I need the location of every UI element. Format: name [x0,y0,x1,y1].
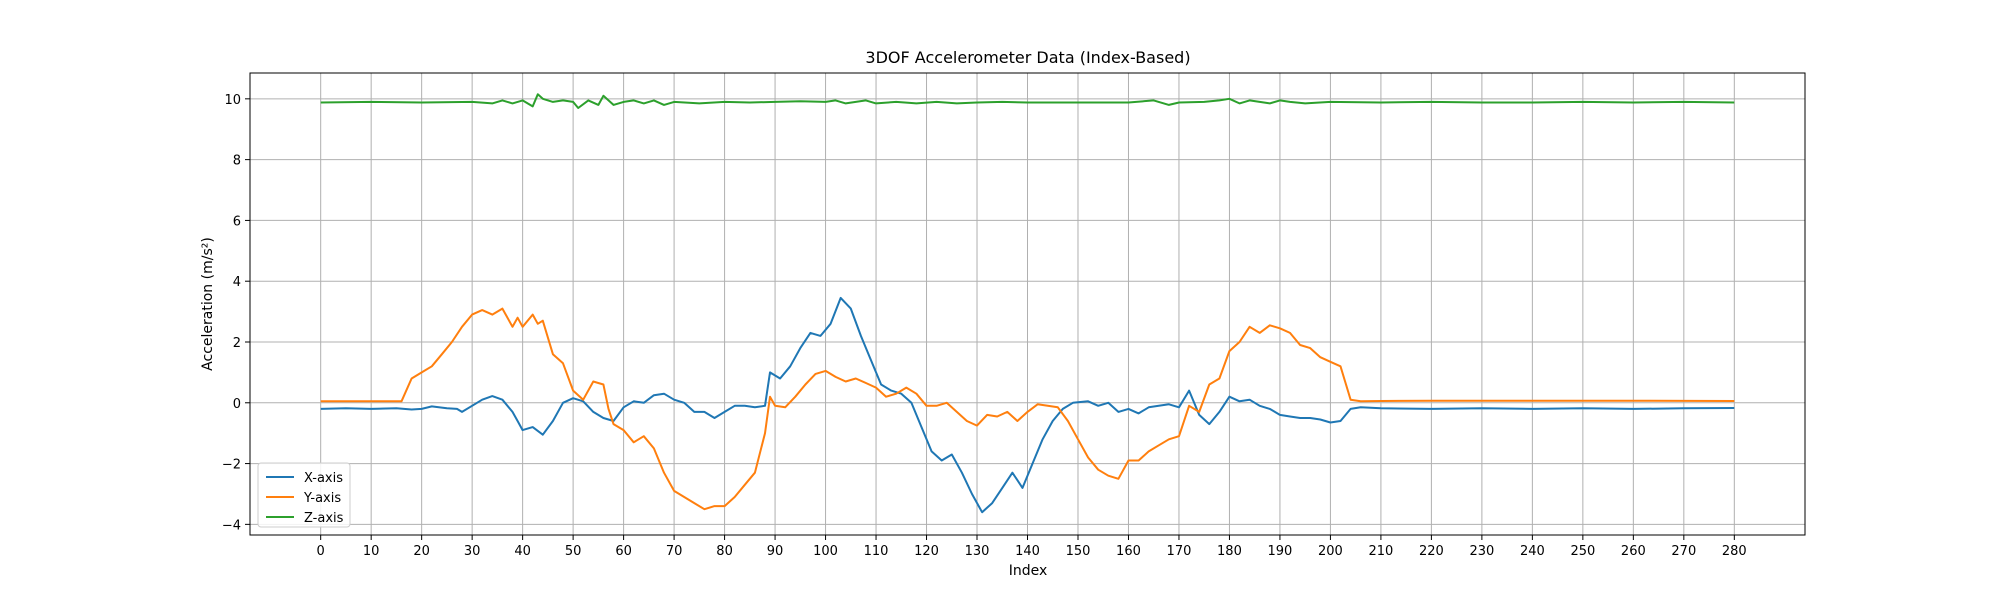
series-line-y-axis [320,307,1735,511]
x-tick-label: 100 [813,544,838,559]
x-tick-label: 20 [413,544,430,559]
x-tick-label: 170 [1167,544,1192,559]
x-tick-label: 30 [464,544,481,559]
y-tick-label: 0 [233,397,241,412]
x-tick-label: 240 [1520,544,1545,559]
x-tick-label: 190 [1268,544,1293,559]
x-tick-label: 10 [363,544,380,559]
y-tick-label: 6 [233,214,241,229]
y-tick-label: 4 [233,275,241,290]
x-tick-label: 40 [514,544,531,559]
x-tick-label: 80 [716,544,733,559]
x-tick-label: 110 [864,544,889,559]
legend-label: X-axis [304,471,343,486]
x-tick-label: 260 [1621,544,1646,559]
x-tick-label: 0 [317,544,325,559]
grid [250,73,1805,535]
x-tick-label: 130 [965,544,990,559]
x-tick-label: 140 [1015,544,1040,559]
y-axis-label: Acceleration (m/s²) [200,237,216,371]
x-tick-label: 160 [1116,544,1141,559]
legend-box [257,462,351,528]
y-tick-label: −2 [222,458,241,473]
x-tick-label: 150 [1066,544,1091,559]
y-tick-label: 2 [233,336,241,351]
x-tick-label: 50 [565,544,582,559]
x-tick-label: 230 [1469,544,1494,559]
x-tick-label: 180 [1217,544,1242,559]
x-tick-label: 270 [1671,544,1696,559]
series-layer [320,93,1735,514]
y-tick-label: −4 [222,518,241,533]
x-tick-label: 280 [1722,544,1747,559]
legend-label: Z-axis [304,511,344,526]
x-tick-label: 90 [767,544,784,559]
legend: X-axis Y-axis Z-axis [257,462,351,528]
x-tick-label: 70 [666,544,683,559]
x-axis-label: Index [1009,563,1048,579]
axis-ticks: 0 10 20 30 40 50 60 70 80 90 100 110 120 130 140 150 160… [222,93,1747,559]
x-tick-label: 250 [1570,544,1595,559]
x-tick-label: 210 [1368,544,1393,559]
x-tick-label: 120 [914,544,939,559]
legend-label: Y-axis [303,491,341,506]
chart-title: 3DOF Accelerometer Data (Index-Based) [865,48,1190,67]
series-line-x-axis [320,296,1735,514]
x-tick-label: 200 [1318,544,1343,559]
x-tick-label: 220 [1419,544,1444,559]
series-line-z-axis [320,93,1735,109]
y-tick-label: 8 [233,154,241,169]
y-tick-label: 10 [224,93,241,108]
plot-frame [249,72,1806,536]
x-tick-label: 60 [615,544,632,559]
